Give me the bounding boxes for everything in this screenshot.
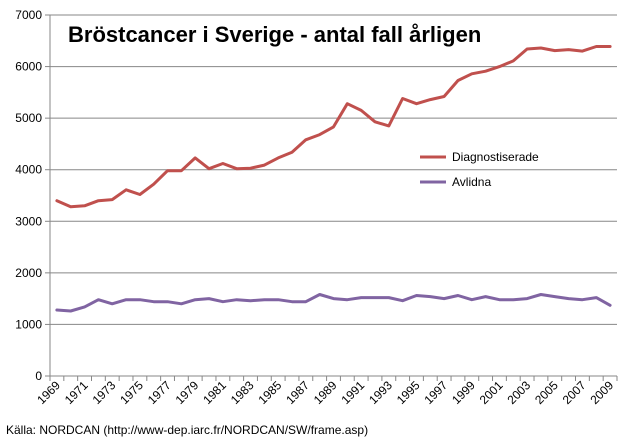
x-tick-label: 1971 xyxy=(62,378,91,407)
x-tick-label: 1985 xyxy=(256,378,285,407)
y-tick-label: 7000 xyxy=(15,8,42,22)
source-credit: Källa: NORDCAN (http://www-dep.iarc.fr/N… xyxy=(6,423,369,437)
y-tick-label: 4000 xyxy=(15,163,42,177)
chart-title: Bröstcancer i Sverige - antal fall årlig… xyxy=(68,22,481,47)
x-tick-label: 1973 xyxy=(90,378,119,407)
x-tick-label: 1975 xyxy=(117,378,146,407)
legend: Diagnostiserade Avlidna xyxy=(420,150,539,189)
y-tick-label: 3000 xyxy=(15,214,42,228)
x-tick-label: 2007 xyxy=(560,378,589,407)
x-tick-label: 1995 xyxy=(394,378,423,407)
x-tick-label: 2005 xyxy=(532,378,561,407)
x-tick-label: 1991 xyxy=(338,378,367,407)
x-tick-label: 2003 xyxy=(504,378,533,407)
legend-label-diagnostiserade: Diagnostiserade xyxy=(452,150,539,164)
x-tick-label: 1979 xyxy=(173,378,202,407)
axes xyxy=(45,14,618,381)
x-tick-label: 1989 xyxy=(311,378,340,407)
y-tick-labels: 0 1000 2000 3000 4000 5000 6000 7000 xyxy=(15,8,42,383)
x-tick-label: 2001 xyxy=(477,378,506,407)
y-tick-label: 1000 xyxy=(15,317,42,331)
y-tick-label: 6000 xyxy=(15,60,42,74)
y-tick-label: 0 xyxy=(35,369,42,383)
x-tick-labels: 1969197119731975197719791981198319851987… xyxy=(34,378,616,407)
x-tick-label: 2009 xyxy=(587,378,616,407)
series-line-avlidna xyxy=(55,293,612,313)
series-lines xyxy=(55,45,612,313)
y-tick-label: 2000 xyxy=(15,266,42,280)
x-tick-label: 1999 xyxy=(449,378,478,407)
x-tick-label: 1977 xyxy=(145,378,174,407)
x-tick-label: 1987 xyxy=(283,378,312,407)
legend-label-avlidna: Avlidna xyxy=(452,175,491,189)
x-tick-label: 1983 xyxy=(228,378,257,407)
x-tick-label: 1993 xyxy=(366,378,395,407)
grid-lines xyxy=(50,14,617,325)
y-tick-label: 5000 xyxy=(15,111,42,125)
x-tick-label: 1997 xyxy=(421,378,450,407)
x-tick-label: 1981 xyxy=(200,378,229,407)
series-line-diagnostiserade xyxy=(55,45,612,209)
